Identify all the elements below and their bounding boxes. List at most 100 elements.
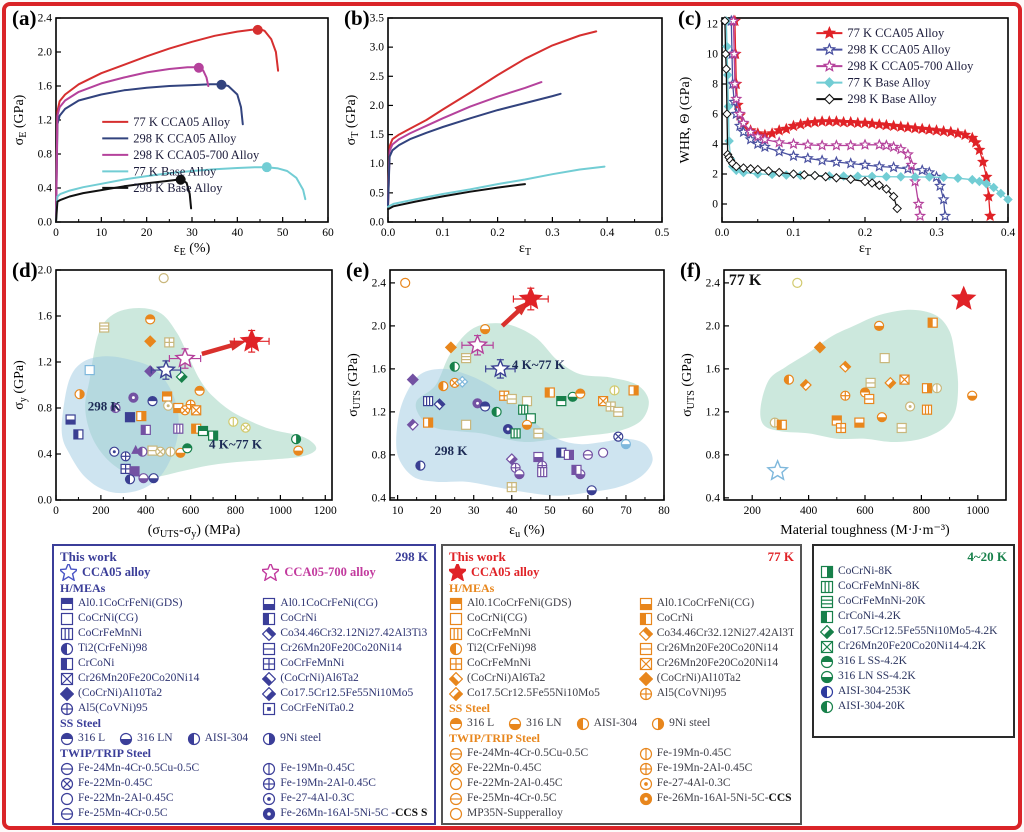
svg-text:1.6: 1.6	[38, 81, 53, 93]
legend-item: CoCrFeMnNi	[262, 656, 428, 671]
circle-half-right-marker-icon	[262, 732, 276, 745]
svg-text:σUTS (GPa): σUTS (GPa)	[346, 353, 363, 417]
legend-section-heading: SS Steel	[60, 716, 102, 730]
svg-text:8: 8	[712, 79, 718, 91]
svg-text:4 K~77 K: 4 K~77 K	[512, 357, 566, 372]
legend-item: Fe-19Mn-0.45C	[262, 761, 428, 776]
svg-text:0.5: 0.5	[655, 227, 670, 239]
svg-text:10: 10	[707, 49, 719, 61]
circle-half-bottom-marker-icon	[120, 732, 133, 745]
circle-half-left-marker-icon	[820, 685, 834, 698]
square-vlines-marker-icon	[820, 580, 834, 593]
this-work-item: CCA05 alloy	[449, 564, 639, 581]
panel-b-label: (b)	[344, 6, 370, 30]
legend-item: Ti2(CrFeNi)98	[60, 641, 262, 656]
svg-text:2.0: 2.0	[706, 320, 721, 332]
svg-text:0.3: 0.3	[929, 227, 944, 239]
legend-temperature: 4~20 K	[967, 549, 1007, 564]
this-work-row: CCA05 alloy CCA05-700 alloy	[60, 564, 428, 581]
square-half-bottom-marker-icon	[639, 597, 652, 610]
circle-x-marker-icon	[60, 777, 74, 790]
svg-text:50: 50	[277, 227, 289, 239]
legend-title: This work	[60, 549, 117, 564]
circle-vline-marker-icon	[263, 762, 276, 775]
square-hline-marker-icon	[263, 642, 276, 655]
square-half-top-marker-icon	[449, 597, 463, 610]
svg-text:298 K CCA05 Alloy: 298 K CCA05 Alloy	[133, 131, 237, 145]
svg-text:1.2: 1.2	[372, 406, 387, 418]
legend-section-heading: H/MEAs	[60, 581, 106, 595]
star-filled-marker-icon	[449, 564, 466, 581]
circle-filled-dot-marker-icon	[263, 807, 276, 820]
legend-item: 316 L	[60, 731, 105, 746]
this-work-item: CCA05 alloy	[60, 564, 262, 581]
legend-item: CoCrFeMnNi-20K	[820, 594, 1007, 609]
svg-text:77 K Base Alloy: 77 K Base Alloy	[133, 164, 217, 178]
legend-item: Al0.1CoCrFeNi(CG)	[262, 596, 428, 611]
svg-text:1.6: 1.6	[38, 311, 53, 323]
legend-item: Fe-22Mn-0.45C	[449, 761, 639, 776]
svg-text:77 K: 77 K	[729, 272, 762, 289]
square-half-left-marker-icon	[820, 610, 834, 623]
svg-text:1.6: 1.6	[372, 363, 387, 375]
this-work-item: CCA05-700 alloy	[262, 564, 428, 581]
svg-text:εE (%): εE (%)	[174, 241, 211, 258]
panel-d: (d) 0 200 400 600 800 1000 1200 0.0 0.4 0.8 1.2 1.6…	[10, 258, 342, 540]
diamond-half-right-marker-icon	[262, 686, 277, 701]
square-vlines-marker-icon	[449, 627, 463, 640]
svg-text:0.2: 0.2	[490, 227, 505, 239]
legend-item: Cr26Mn20Fe20Co20Ni14	[262, 641, 428, 656]
square-open-marker-icon	[449, 612, 463, 625]
svg-text:600: 600	[856, 505, 874, 517]
svg-text:2.5: 2.5	[370, 71, 385, 83]
chart-e-uts-elongation-scatter: 10 20 30 40 50 60 70 80 0.4 0.8 1.2 1.6 2.0 2.4 εu (%)…	[346, 269, 670, 540]
chart-f-uts-toughness-scatter: 200 400 600 800 1000 0.4 0.8 1.2 1.6 2.0 2.4 Materi…	[680, 269, 1007, 538]
svg-text:400: 400	[800, 505, 818, 517]
legend-item: 316 LN	[119, 731, 173, 746]
diamond-half-top-marker-icon	[638, 626, 653, 641]
legend-item: CoCrFeMnNi-8K	[820, 579, 1007, 594]
legend-item: CrCoNi	[60, 656, 262, 671]
legend-section-heading: SS Steel	[449, 701, 491, 715]
svg-text:2.0: 2.0	[38, 265, 53, 277]
legend-item: Fe-22Mn-2Al-0.45C	[60, 791, 262, 806]
square-half-bottom-marker-icon	[263, 597, 276, 610]
chart-a-engineering-stress-strain: 0 10 20 30 40 50 60 0.0 0.4 0.8 1.2 1.6 2.0 2.4 εE (%)…	[12, 13, 334, 259]
svg-text:77 K CCA05 Alloy: 77 K CCA05 Alloy	[133, 115, 231, 129]
legend-grid: CoCrNi-8K CoCrFeMnNi-8K CoCrFeMnNi-20K CrCo…	[820, 564, 1007, 714]
legend-section-heading: TWIP/TRIP Steel	[60, 746, 152, 760]
svg-text:σUTS (GPa): σUTS (GPa)	[680, 353, 697, 417]
svg-text:600: 600	[182, 505, 200, 517]
square-plus-marker-icon	[449, 657, 463, 670]
svg-text:0.0: 0.0	[370, 217, 385, 229]
svg-text:0.4: 0.4	[600, 227, 615, 239]
svg-text:σy (GPa): σy (GPa)	[12, 360, 29, 410]
square-vlines-marker-icon	[60, 627, 74, 640]
legend-item: Ti2(CrFeNi)98	[449, 641, 639, 656]
legend-item: CoCrFeMnNi	[449, 656, 639, 671]
legend-item: CoCrFeMnNi	[449, 626, 639, 641]
legend-item: Fe-26Mn-16Al-5Ni-5C-CCS Steel	[639, 791, 794, 806]
chart-d-yield-strength-scatter: 0 200 400 600 800 1000 1200 0.0 0.4 0.8 1.2 1.6 2.0 (…	[12, 265, 337, 541]
svg-text:298 K: 298 K	[434, 443, 468, 458]
svg-text:77 K Base Alloy: 77 K Base Alloy	[847, 76, 931, 90]
circle-x-marker-icon	[449, 762, 463, 775]
diamond-filled-marker-icon	[60, 686, 74, 701]
legend-item: Fe-19Mn-2Al-0.45C	[639, 761, 794, 776]
diamond-filled-marker-icon	[638, 671, 653, 686]
legend-item: CoCrNi(CG)	[60, 611, 262, 626]
diamond-half-bottom-marker-icon	[449, 671, 463, 686]
panel-c: (c) 0.0 0.1 0.2 0.3 0.4 0 2 4 6 8 10 12 εT WHR, Θ (GP…	[676, 6, 1018, 258]
svg-text:3.5: 3.5	[370, 13, 385, 25]
legend-item: Co34.46Cr32.12Ni27.42Al3Ti3	[262, 626, 428, 641]
legend-item: Fe-26Mn-16Al-5Ni-5C -CCS Steel	[262, 806, 428, 821]
svg-text:2.4: 2.4	[372, 277, 387, 289]
panel-e: (e) 10 20 30 40 50 60 70 80 0.4 0.8 1.2 1.6 2.0 2.4 εu…	[344, 258, 674, 540]
svg-text:εu (%): εu (%)	[509, 523, 545, 540]
svg-text:70: 70	[620, 505, 632, 517]
diamond-half-top-marker-icon	[262, 626, 277, 641]
legend-item: Cr26Mn20Fe20Co20Ni14	[639, 656, 794, 671]
legend-item: (CoCrNi)Al10Ta2	[60, 686, 262, 701]
svg-text:0: 0	[53, 505, 59, 517]
